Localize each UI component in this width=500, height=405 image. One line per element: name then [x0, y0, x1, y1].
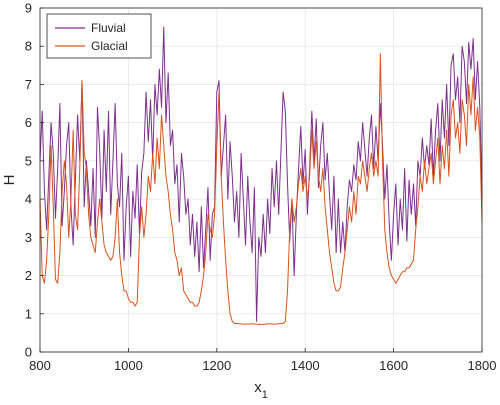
y-tick-label: 7 — [25, 77, 32, 92]
x-axis-label-main: x — [254, 379, 262, 396]
series-lines — [39, 26, 483, 325]
x-tick-label: 1200 — [202, 358, 231, 373]
y-tick-label: 9 — [25, 1, 32, 16]
y-tick-label: 0 — [25, 345, 32, 360]
y-tick-label: 8 — [25, 39, 32, 54]
x-tick-label: 800 — [29, 358, 51, 373]
legend-box — [46, 13, 152, 59]
x-tick-label: 1400 — [291, 358, 320, 373]
x-tick-label: 1800 — [468, 358, 497, 373]
y-tick-label: 2 — [25, 268, 32, 283]
x-tick-label: 1000 — [114, 358, 143, 373]
y-tick-label: 4 — [25, 192, 32, 207]
y-tick-label: 3 — [25, 230, 32, 245]
x-tick-label: 1600 — [379, 358, 408, 373]
y-tick-label: 1 — [25, 306, 32, 321]
x-axis-label: x1 — [254, 379, 268, 401]
x-axis-label-subscript: 1 — [262, 389, 268, 401]
y-axis-label: H — [1, 175, 18, 186]
legend: Fluvial Glacial — [46, 13, 152, 59]
series-line-glacial — [39, 53, 483, 325]
y-tick-label: 5 — [25, 153, 32, 168]
y-tick-label: 6 — [25, 115, 32, 130]
svg-text:x1: x1 — [254, 379, 268, 401]
legend-label-fluvial: Fluvial — [91, 21, 126, 35]
axis-ticks: 800 1000 1200 1400 1600 1800 0 1 2 3 4 5 6 7 8 9 — [25, 1, 497, 374]
legend-label-glacial: Glacial — [91, 39, 128, 53]
series-line-fluvial — [39, 26, 483, 322]
plot-frame — [39, 7, 483, 353]
